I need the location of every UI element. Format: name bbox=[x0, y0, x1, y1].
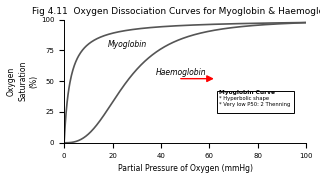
Text: Haemoglobin: Haemoglobin bbox=[156, 68, 207, 77]
Text: Myoglobin Curve: Myoglobin Curve bbox=[219, 90, 275, 95]
Title: Fig 4.11  Oxygen Dissociation Curves for Myoglobin & Haemoglobin: Fig 4.11 Oxygen Dissociation Curves for … bbox=[32, 7, 320, 16]
X-axis label: Partial Pressure of Oxygen (mmHg): Partial Pressure of Oxygen (mmHg) bbox=[118, 164, 253, 173]
Text: * Hyperbolic shape: * Hyperbolic shape bbox=[219, 96, 269, 101]
Text: * Very low P50: 2 Thenning: * Very low P50: 2 Thenning bbox=[219, 102, 291, 107]
Text: Myoglobin: Myoglobin bbox=[108, 40, 147, 49]
Y-axis label: Oxygen
Saturation
(%): Oxygen Saturation (%) bbox=[7, 61, 38, 101]
FancyBboxPatch shape bbox=[217, 91, 294, 113]
